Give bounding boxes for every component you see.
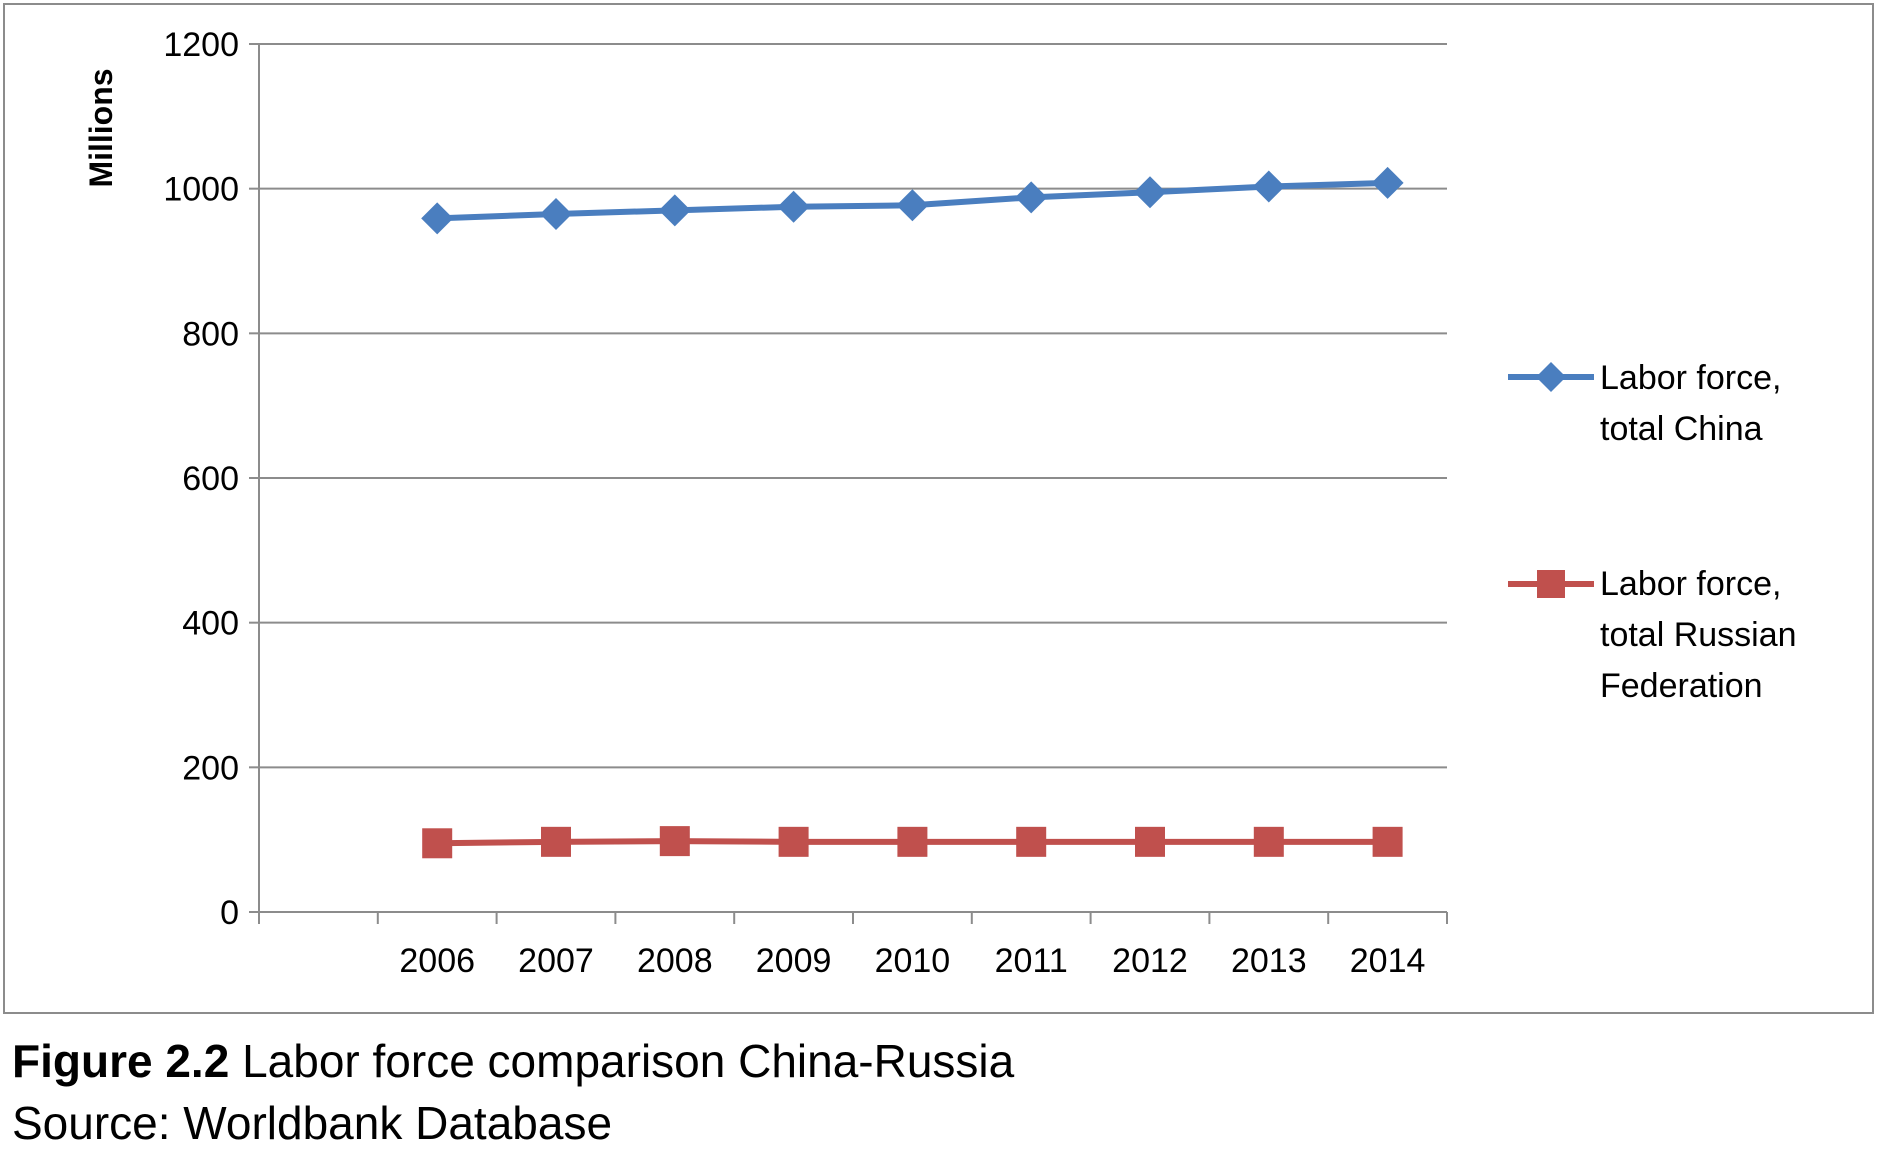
y-tick-label: 400 — [182, 605, 239, 643]
y-tick-label: 600 — [182, 460, 239, 498]
x-tick-label: 2006 — [399, 942, 475, 980]
figure-title: Labor force comparison China-Russia — [229, 1035, 1015, 1087]
legend-label-china-line1: Labor force, — [1600, 359, 1781, 397]
legend-label-russia-line2: total Russian — [1600, 616, 1797, 654]
caption-source: Source: Worldbank Database — [12, 1097, 613, 1149]
data-point-diamond — [896, 189, 929, 222]
y-tick-label: 200 — [182, 749, 239, 787]
y-tick-label: 1000 — [163, 171, 239, 209]
data-point-diamond — [1134, 176, 1166, 209]
y-tick-label: 800 — [182, 315, 239, 353]
data-point-diamond — [1252, 170, 1285, 203]
data-point-diamond — [777, 190, 810, 223]
legend-label-russia-line1: Labor force, — [1600, 565, 1781, 603]
data-point-diamond — [540, 197, 572, 230]
y-tick-label: 0 — [220, 894, 239, 932]
figure-label: Figure 2.2 — [12, 1035, 230, 1087]
gridlines — [259, 43, 1447, 769]
x-tick-label: 2007 — [518, 942, 594, 980]
data-point-square — [1253, 826, 1284, 857]
y-axis-label: Millions — [83, 68, 119, 187]
legend-label-china-line2: total China — [1600, 410, 1763, 448]
legend-square-marker — [1537, 570, 1565, 598]
data-point-diamond — [1015, 181, 1048, 214]
x-tick-labels: 2006 2007 2008 2009 2010 2011 2012 2013 2014 — [399, 942, 1425, 980]
x-tick-label: 2011 — [995, 942, 1068, 980]
legend-item-russia: Labor force, total Russian Federation — [1508, 565, 1797, 705]
y-tick-label: 1200 — [163, 26, 239, 64]
legend-diamond-marker — [1536, 362, 1566, 392]
data-point-diamond — [421, 202, 454, 235]
data-point-square — [897, 826, 928, 857]
legend-label-russia-line3: Federation — [1600, 667, 1763, 705]
data-point-square — [422, 828, 453, 859]
axes — [249, 43, 1448, 924]
data-point-square — [1135, 826, 1165, 857]
data-point-square — [541, 826, 571, 857]
data-point-diamond — [1371, 166, 1404, 199]
figure-caption: Figure 2.2 Labor force comparison China-… — [12, 1030, 1872, 1154]
x-tick-label: 2009 — [756, 942, 832, 980]
y-tick-labels: 0 200 400 600 800 1000 1200 — [163, 26, 239, 932]
legend-item-china: Labor force, total China — [1508, 359, 1781, 448]
x-tick-label: 2014 — [1350, 942, 1426, 980]
caption-title-line: Figure 2.2 Labor force comparison China-… — [12, 1030, 1872, 1092]
chart-frame — [3, 3, 1874, 1014]
data-point-square — [1372, 826, 1403, 857]
x-tick-label: 2008 — [637, 942, 713, 980]
x-tick-label: 2010 — [875, 942, 951, 980]
data-series — [421, 166, 1404, 859]
x-tick-label: 2012 — [1112, 942, 1188, 980]
data-point-square — [1016, 826, 1047, 857]
data-point-square — [778, 826, 809, 857]
legend: Labor force, total China Labor force, to… — [1508, 359, 1797, 705]
x-tick-label: 2013 — [1231, 942, 1307, 980]
data-point-square — [659, 826, 690, 857]
data-point-diamond — [658, 194, 691, 227]
